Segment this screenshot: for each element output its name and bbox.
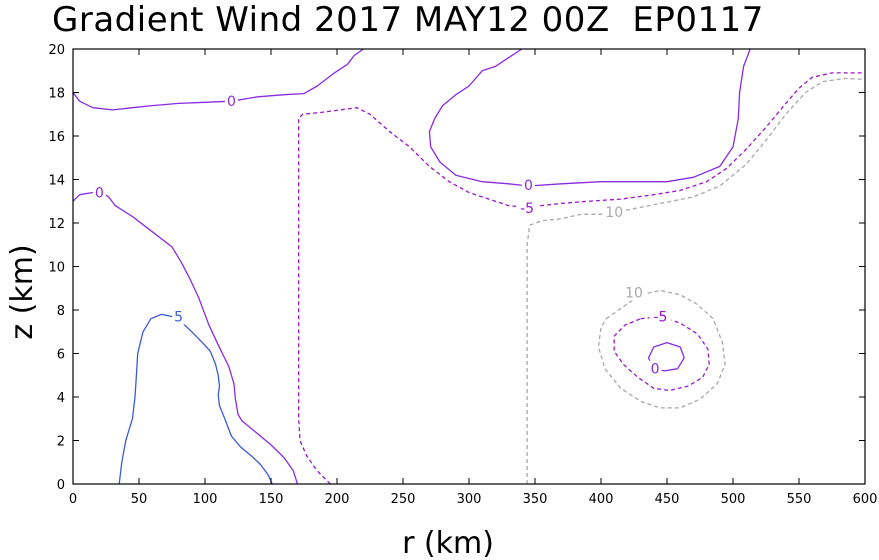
- x-tick-label: 200: [325, 492, 350, 507]
- contour-c-neg10-main: [526, 77, 866, 484]
- y-tick-label: 12: [48, 217, 65, 232]
- contour-c-plus5: [118, 313, 273, 485]
- contour-label-c-zero-low: 0: [95, 186, 104, 202]
- y-tick-label: 6: [57, 348, 65, 363]
- contour-label-bg: [623, 284, 645, 301]
- contour-c-zero-low: [72, 191, 299, 485]
- x-tick-label: 600: [853, 492, 878, 507]
- x-tick-label: 550: [787, 492, 812, 507]
- y-tick-label: 4: [57, 391, 65, 406]
- x-tick-label: 50: [131, 492, 148, 507]
- y-tick-label: 8: [57, 304, 65, 319]
- contour-label-c-zero-island: 0: [651, 362, 660, 378]
- contour-label-bg: [224, 93, 238, 110]
- y-tick-label: 10: [48, 261, 65, 276]
- x-tick-label: 500: [721, 492, 746, 507]
- x-axis-label: r (km): [402, 526, 494, 560]
- x-tick-label: 300: [457, 492, 482, 507]
- contour-label-bg: [648, 360, 662, 377]
- y-tick-label: 2: [57, 435, 65, 450]
- chart-title: Gradient Wind 2017 MAY12 00Z EP0117: [52, 0, 764, 40]
- plot-frame: [72, 48, 866, 485]
- x-tick-label: 150: [259, 492, 284, 507]
- contour-c-neg5-island: [613, 315, 710, 392]
- x-tick-label: 450: [655, 492, 680, 507]
- x-tick-label: 350: [523, 492, 548, 507]
- x-tick-label: 250: [391, 492, 416, 507]
- contour-label-c-neg5-island: -5: [653, 310, 667, 326]
- contour-label-c-neg5-main: -5: [520, 201, 534, 217]
- contour-c-zero-island: [647, 341, 685, 372]
- contour-label-bg: [649, 308, 672, 325]
- x-tick-label: 100: [193, 492, 218, 507]
- contour-layer: [72, 48, 866, 485]
- contour-label-bg: [172, 308, 186, 325]
- contour-label-c-zero-top-left: 0: [227, 94, 236, 110]
- contour-label-bg: [603, 204, 626, 221]
- contour-c-neg10-island: [597, 289, 726, 409]
- y-tick-label: 20: [48, 43, 65, 58]
- x-tick-label: 400: [589, 492, 614, 507]
- contour-label-c-neg10-main: 10: [605, 205, 623, 221]
- y-tick-label: 18: [48, 87, 65, 102]
- y-axis-label: z (km): [5, 244, 40, 339]
- x-tick-label: 0: [69, 492, 77, 507]
- contour-label-bg: [521, 176, 535, 193]
- contour-label-c-neg10-island: 10: [625, 286, 643, 302]
- contour-label-layer: 5 0 0 0 -5 10 10 -5 0: [92, 93, 672, 378]
- y-tick-label: 16: [48, 130, 65, 145]
- y-tick-label: 14: [48, 174, 65, 189]
- contour-label-c-zero-top-right: 0: [524, 178, 533, 194]
- y-tick-label: 0: [57, 478, 65, 493]
- contour-c-zero-top-right: [428, 48, 751, 187]
- contour-label-c-plus5: 5: [174, 310, 183, 326]
- contour-label-bg: [516, 199, 539, 216]
- axes: 0 50 100 150 200 250 300 350 400 450 500 550 6000246…: [48, 43, 877, 507]
- contour-c-zero-top-left: [72, 48, 364, 111]
- contour-c-neg5-main: [298, 72, 865, 485]
- contour-label-bg: [92, 184, 106, 201]
